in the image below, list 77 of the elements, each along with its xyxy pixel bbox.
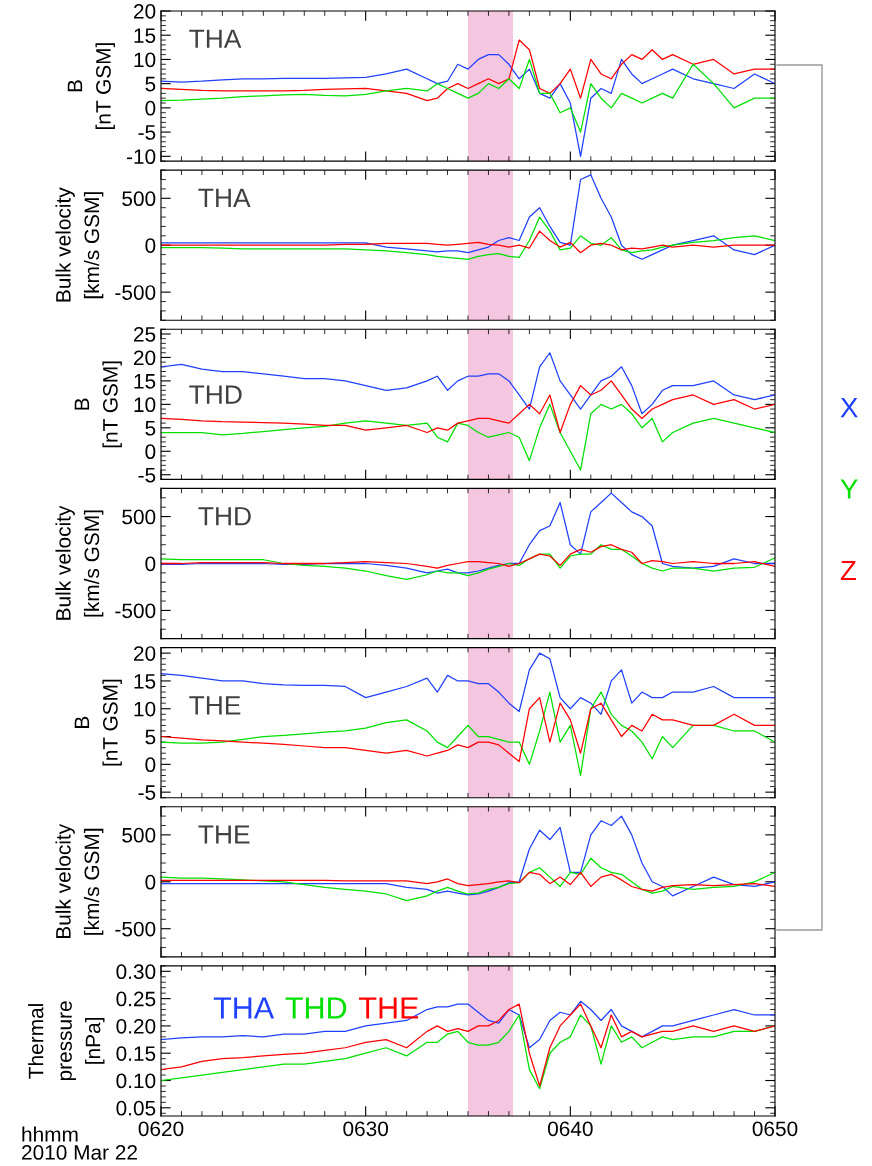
text: 2010 Mar 22 (22, 1145, 137, 1160)
y-axis-title: Bulk velocity [km/s GSM] (55, 505, 104, 620)
annotation: THE (198, 825, 250, 844)
line-series (161, 857, 775, 902)
annotation: THA (198, 188, 251, 207)
line-series (161, 216, 775, 260)
line-series (161, 815, 775, 897)
text: X (840, 398, 858, 418)
y-tick-label: -5 (138, 125, 156, 140)
y-axis-title: B [nT GSM] (74, 679, 122, 766)
text: Y (840, 479, 858, 499)
y-axis-title: Bulk velocity [km/s GSM] (55, 187, 104, 302)
line-series (161, 871, 775, 892)
y-tick-label: 20 (134, 350, 156, 366)
y-tick-label: 5 (145, 729, 156, 745)
y-tick-label: 0 (145, 444, 156, 460)
y-tick-label: -10 (126, 149, 156, 165)
text: hhmm (22, 1126, 78, 1142)
y-tick-label: 0.05 (116, 1100, 156, 1116)
y-tick-label: 0.25 (116, 991, 156, 1007)
line-series (161, 544, 775, 581)
series-label: THA (213, 997, 275, 1019)
x-tick-label: 0630 (343, 1121, 389, 1137)
y-tick-label: 0.15 (116, 1046, 156, 1061)
line-series (161, 230, 775, 254)
y-tick-label: 20 (134, 4, 156, 19)
line-series (161, 691, 775, 777)
y-tick-label: 5 (145, 421, 156, 436)
y-tick-label: 0.30 (116, 964, 156, 980)
line-series (161, 174, 775, 260)
y-axis-title: Thermal pressure [nPa] (28, 1001, 105, 1081)
annotation: THA (189, 29, 242, 48)
line-series (161, 380, 775, 434)
y-axis-title: B [nT GSM] (74, 361, 122, 448)
line-series (161, 696, 775, 763)
y-axis-title: B [nT GSM] (67, 43, 115, 129)
x-tick-label: 0640 (547, 1121, 593, 1137)
y-tick-label: 10 (134, 701, 156, 717)
y-tick-label: -5 (138, 785, 156, 800)
line-series (161, 352, 775, 415)
y-tick-label: 0 (145, 874, 156, 890)
y-tick-label: 15 (134, 674, 156, 689)
x-tick-label: 0620 (138, 1121, 184, 1137)
y-tick-label: 0 (145, 100, 156, 116)
line-series (161, 403, 775, 471)
y-tick-label: 5 (145, 76, 156, 92)
series-label: THE (359, 997, 419, 1019)
x-tick-label: 0650 (752, 1121, 798, 1137)
y-tick-label: 15 (134, 374, 156, 389)
y-tick-label: 500 (122, 827, 156, 843)
y-tick-label: -5 (138, 467, 156, 483)
text: Z (840, 560, 857, 581)
y-tick-label: 0.20 (116, 1018, 156, 1034)
y-tick-label: 20 (134, 646, 156, 661)
y-tick-label: 0 (145, 238, 156, 253)
line-series (161, 58, 775, 133)
y-tick-label: 15 (134, 28, 156, 43)
y-axis-title: Bulk velocity [km/s GSM] (55, 823, 104, 938)
line-series (161, 652, 775, 715)
y-tick-label: 0 (145, 757, 156, 773)
y-tick-label: -500 (115, 921, 156, 937)
y-tick-label: -500 (115, 603, 156, 619)
annotation: THD (198, 507, 251, 526)
y-tick-label: 25 (134, 326, 156, 342)
line-series (161, 492, 775, 574)
y-tick-label: 0.10 (116, 1073, 156, 1089)
y-tick-label: 10 (134, 397, 156, 413)
line-series (161, 544, 775, 569)
annotation: THD (189, 385, 242, 404)
y-tick-label: -500 (115, 285, 156, 300)
y-tick-label: 500 (122, 509, 156, 525)
line-series (161, 53, 775, 157)
annotation: THE (189, 696, 241, 715)
y-tick-label: 500 (122, 191, 156, 207)
series-label: THD (285, 997, 347, 1019)
y-tick-label: 0 (145, 556, 156, 572)
y-tick-label: 10 (134, 52, 156, 68)
